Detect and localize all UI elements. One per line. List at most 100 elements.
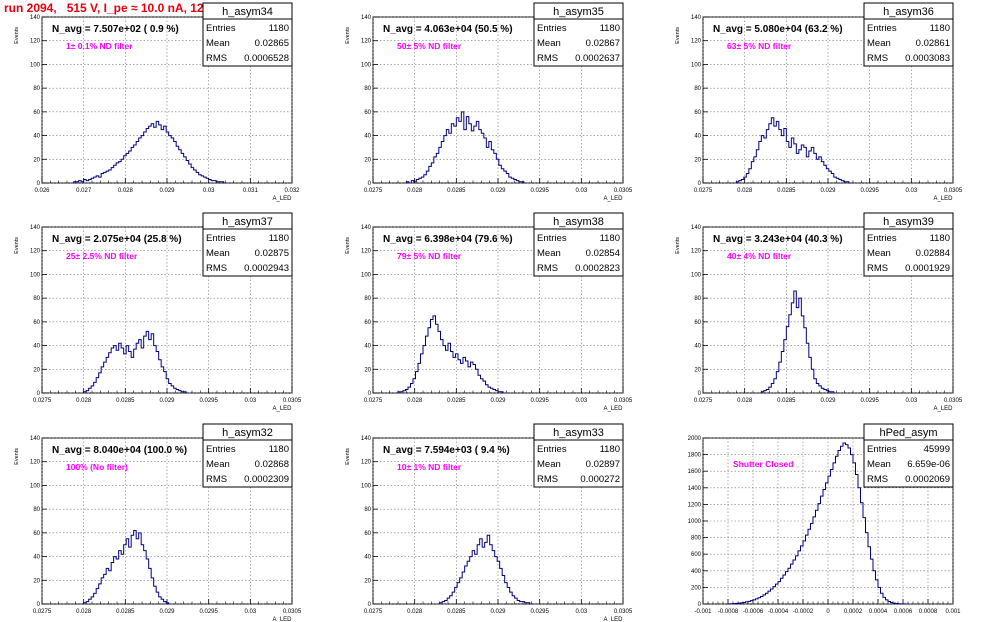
x-tick-label: 0.001 [945,609,961,615]
x-tick-label: 0.028 [76,398,92,404]
x-axis-label: A_LED [603,196,623,202]
stat-label: Entries [537,23,567,34]
y-tick-label: 20 [694,367,701,373]
n-avg-label: N_avg = 7.594e+03 ( 9.4 %) [383,445,510,456]
y-tick-label: 80 [33,86,40,92]
x-tick-label: 0.03 [575,609,587,615]
filter-annotation: 79± 5% ND filter [397,251,462,261]
stat-value: 1180 [269,444,289,455]
y-axis-label: Events [675,27,681,44]
x-tick-label: 0.028 [407,609,423,615]
x-tick-label: 0.028 [737,188,753,194]
stats-body-box [863,228,954,277]
histogram-name: h_asym33 [553,427,604,439]
x-axis-label: A_LED [933,196,953,202]
x-tick-label: -0.001 [694,609,712,615]
y-axis-label: Events [14,27,20,44]
y-tick-label: 0 [698,181,702,187]
y-tick-label: 60 [33,110,40,116]
n-avg-label: N_avg = 7.507e+02 ( 0.9 %) [52,24,179,35]
stat-label: Mean [867,248,891,259]
stat-label: Mean [537,38,561,49]
y-tick-label: 100 [691,272,702,278]
stat-value: 1180 [269,23,289,34]
y-tick-label: 80 [364,296,371,302]
stats-body-box [533,439,624,488]
y-tick-label: 800 [691,536,702,542]
stat-value: 0.0002823 [575,263,620,274]
stat-label: RMS [206,263,227,274]
histogram-line [83,529,172,605]
stat-value: 0.0002069 [905,474,950,485]
stat-value: 45999 [924,444,950,455]
stat-label: RMS [206,53,227,64]
filter-annotation: 100% (No filter) [66,462,128,472]
stat-value: 0.02854 [586,248,620,259]
stats-body-box [533,228,624,277]
stat-label: Entries [537,444,567,455]
histogram-h_asym34: 0.026 0.027 0.028 0.029 0.03 0.031 0.032 0 20 40 6… [14,2,300,202]
stat-value: 1180 [600,233,620,244]
x-axis-label: A_LED [272,406,292,412]
filter-annotation: 50± 5% ND filter [397,41,462,51]
x-tick-label: 0.031 [243,188,259,194]
n-avg-label: N_avg = 3.243e+04 (40.3 %) [713,234,843,245]
x-tick-label: 0.0295 [530,398,549,404]
histogram-name: h_asym38 [553,216,604,228]
x-tick-label: 0.032 [284,188,300,194]
x-tick-label: 0.028 [76,609,92,615]
x-tick-label: 0.026 [34,188,50,194]
x-tick-label: 0.0285 [447,609,466,615]
stat-label: Entries [537,233,567,244]
stat-value: 6.659e-06 [907,459,950,470]
y-tick-label: 40 [33,134,40,140]
x-tick-label: 0.0295 [199,609,218,615]
histogram-name: h_asym36 [883,6,934,18]
y-tick-label: 100 [30,272,41,278]
y-tick-label: 120 [30,249,41,255]
x-tick-label: 0.0275 [364,188,383,194]
y-tick-label: 140 [30,225,41,231]
y-tick-label: 140 [361,225,372,231]
x-tick-label: 0.0275 [33,398,52,404]
x-tick-label: -0.0008 [718,609,739,615]
y-tick-label: 140 [30,15,41,21]
x-tick-label: 0.03 [905,188,917,194]
x-tick-label: 0.0275 [364,398,383,404]
stat-value: 0.02875 [255,248,289,259]
n-avg-label: N_avg = 2.075e+04 (25.8 %) [52,234,182,245]
y-tick-label: 60 [33,531,40,537]
x-tick-label: 0.028 [118,188,134,194]
x-tick-label: 0.029 [159,398,175,404]
y-tick-label: 0 [698,602,702,608]
stat-label: Entries [867,23,897,34]
y-tick-label: 20 [364,367,371,373]
x-tick-label: 0.0285 [447,188,466,194]
y-tick-label: 20 [364,578,371,584]
stat-label: RMS [867,474,888,485]
y-tick-label: 140 [691,225,702,231]
stats-box: h_asym35 Entries 1180 Mean 0.02867 RMS 0.00026… [533,2,624,67]
stats-body-box [202,439,293,488]
y-tick-label: 40 [364,134,371,140]
stats-box: h_asym36 Entries 1180 Mean 0.02861 RMS 0.00030… [863,2,954,67]
stats-box: h_asym32 Entries 1180 Mean 0.02868 RMS 0.00023… [202,423,293,488]
y-axis-label: Events [14,448,20,465]
x-axis-label: A_LED [603,617,623,622]
y-tick-label: 60 [364,531,371,537]
stats-body-box [533,18,624,67]
stats-box: h_asym33 Entries 1180 Mean 0.02897 RMS 0.00027… [533,423,624,488]
y-tick-label: 100 [30,483,41,489]
y-tick-label: 80 [364,86,371,92]
stat-value: 0.02868 [255,459,289,470]
y-tick-label: 120 [361,460,372,466]
x-tick-label: 0.0275 [694,398,713,404]
stat-label: Mean [867,38,891,49]
n-avg-label: N_avg = 8.040e+04 (100.0 %) [52,445,187,456]
y-tick-label: 120 [691,249,702,255]
y-tick-label: 140 [691,15,702,21]
x-axis-label: A_LED [603,406,623,412]
x-tick-label: 0.028 [407,398,423,404]
stat-value: 0.0001929 [905,263,950,274]
n-avg-label: N_avg = 5.080e+04 (63.2 %) [713,24,843,35]
